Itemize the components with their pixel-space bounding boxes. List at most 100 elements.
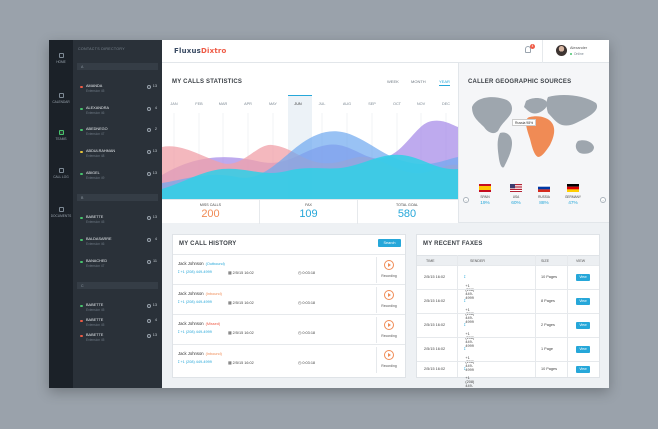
brand-logo[interactable]: FluxusDixtro bbox=[174, 47, 227, 55]
avatar[interactable] bbox=[556, 45, 567, 56]
fax-size: 2 Pages bbox=[541, 323, 555, 327]
contact-extension: Extension 45 bbox=[86, 338, 105, 342]
play-recording-icon[interactable] bbox=[384, 260, 394, 270]
month-tab[interactable]: APR bbox=[244, 102, 252, 106]
month-tab[interactable]: AUG bbox=[342, 102, 352, 106]
country-percent: 19% bbox=[480, 201, 490, 206]
chat-icon[interactable] bbox=[147, 106, 151, 111]
month-tab[interactable]: JUL bbox=[318, 102, 326, 106]
search-button[interactable]: Search bbox=[378, 239, 401, 247]
month-tab[interactable]: JUN bbox=[294, 102, 302, 106]
total-value: 200 bbox=[201, 208, 220, 220]
view-button[interactable]: View bbox=[576, 274, 590, 281]
call-row[interactable]: Jack Johnson (Inbound) ⟟ +1 (208) 449-499… bbox=[173, 284, 405, 314]
spain-flag-icon bbox=[479, 184, 491, 192]
month-tab[interactable]: DEC bbox=[441, 102, 451, 106]
period-tab-year[interactable]: YEAR bbox=[439, 79, 450, 86]
contact-item[interactable]: BABETTE Extension 45 4 bbox=[77, 317, 158, 331]
chat-icon[interactable] bbox=[147, 215, 151, 220]
month-tab[interactable]: MAR bbox=[218, 102, 228, 106]
fax-sender[interactable]: ⟟ +1 (208) 449-4999 bbox=[464, 347, 475, 372]
chat-icon[interactable] bbox=[147, 318, 151, 323]
caller-phone[interactable]: ⟟ +1 (208) 449-4999 bbox=[178, 300, 212, 304]
month-tab[interactable]: SEP bbox=[368, 102, 376, 106]
message-count: 13 bbox=[152, 171, 157, 175]
call-type-tag: (Outbound) bbox=[205, 262, 225, 266]
contact-item[interactable]: ABIGEL Extension 49 13 bbox=[77, 170, 158, 184]
duration-text: 0:03:18 bbox=[302, 361, 316, 365]
recording-label: Recording bbox=[381, 364, 397, 368]
call-row[interactable]: Jack Johnson (Inbound) ⟟ +1 (208) 449-499… bbox=[173, 344, 405, 374]
message-count: 4 bbox=[154, 318, 157, 322]
month-tab[interactable]: MAY bbox=[269, 102, 277, 106]
period-tab-week[interactable]: WEEK bbox=[387, 79, 399, 84]
call-row[interactable]: Jack Johnson (Outbound) ⟟ +1 (208) 449-49… bbox=[173, 254, 405, 284]
contact-item[interactable]: BALDASARRE Extension 46 4 bbox=[77, 236, 158, 250]
caller-phone[interactable]: ⟟ +1 (208) 449-4999 bbox=[178, 330, 212, 334]
month-tab[interactable]: NOV bbox=[416, 102, 426, 106]
contact-item[interactable]: BANACHED Extension 47 11 bbox=[77, 258, 158, 272]
chevron-right-icon[interactable]: › bbox=[600, 197, 606, 203]
play-recording-icon[interactable] bbox=[384, 320, 394, 330]
fax-sender[interactable]: ⟟ +1 (208) 449-4999 bbox=[464, 323, 475, 348]
caller-name: Jack Johnson (Missed) bbox=[178, 321, 220, 326]
map-tooltip: Russia 98% bbox=[512, 119, 537, 126]
chat-icon[interactable] bbox=[147, 149, 151, 154]
chat-icon[interactable] bbox=[147, 237, 151, 242]
caller-name: Jack Johnson (Outbound) bbox=[178, 261, 225, 266]
contact-item[interactable]: BABETTE Extension 45 13 bbox=[77, 302, 158, 316]
call-duration: ◷ 0:03:18 bbox=[298, 301, 316, 305]
contact-item[interactable]: ABDULRAHMAN Extension 48 13 bbox=[77, 148, 158, 162]
message-count: 2 bbox=[154, 127, 157, 131]
nav-item-documents[interactable]: DOCUMENTS bbox=[49, 207, 73, 218]
play-recording-icon[interactable] bbox=[384, 350, 394, 360]
chevron-left-icon[interactable]: ‹ bbox=[463, 197, 469, 203]
period-tab-month[interactable]: MONTH bbox=[411, 79, 426, 84]
contact-item[interactable]: BABETTE Extension 45 13 bbox=[77, 214, 158, 228]
total-goal: TOTAL GOAL 580 bbox=[358, 200, 456, 224]
chat-icon[interactable] bbox=[147, 259, 151, 264]
fax-sender[interactable]: ⟟ +1 (208) 449-4999 bbox=[464, 275, 475, 300]
view-button[interactable]: View bbox=[576, 366, 590, 373]
contact-item[interactable]: BABETTE Extension 45 13 bbox=[77, 332, 158, 346]
nav-item-teams[interactable]: TEAMS bbox=[49, 130, 73, 141]
contact-item[interactable]: ALEXANDRA Extension 46 4 bbox=[77, 105, 158, 119]
fax-row: 2/5/15 16:02 ⟟ +1 (208) 449-4999 8 Pages… bbox=[417, 289, 599, 324]
letter-divider: C bbox=[77, 282, 158, 289]
documents-icon bbox=[58, 207, 64, 212]
month-tab[interactable]: FEB bbox=[195, 102, 203, 106]
contact-extension: Extension 45 bbox=[86, 308, 105, 312]
view-button[interactable]: View bbox=[576, 346, 590, 353]
chat-icon[interactable] bbox=[147, 84, 151, 89]
call-row[interactable]: Jack Johnson (Missed) ⟟ +1 (208) 449-4999… bbox=[173, 314, 405, 344]
country-percent: 60% bbox=[511, 201, 521, 206]
view-button[interactable]: View bbox=[576, 298, 590, 305]
calls-statistics-panel: MY CALLS STATISTICS WEEK MONTH YEAR JAN … bbox=[162, 63, 458, 224]
chat-icon[interactable] bbox=[147, 303, 151, 308]
nav-item-home[interactable]: HOME bbox=[49, 53, 73, 64]
fax-sender[interactable]: ⟟ +1 (208) 449-4999 bbox=[464, 367, 474, 388]
chat-icon[interactable] bbox=[147, 127, 151, 132]
chat-icon[interactable] bbox=[147, 171, 151, 176]
contact-item[interactable]: ABEDNEGO Extension 47 2 bbox=[77, 126, 158, 140]
contact-extension: Extension 45 bbox=[86, 89, 105, 93]
bell-icon[interactable] bbox=[525, 46, 531, 53]
divider bbox=[376, 287, 377, 313]
total-label: FAX bbox=[305, 203, 312, 207]
month-tab[interactable]: OCT bbox=[392, 102, 401, 106]
recording-label: Recording bbox=[381, 304, 397, 308]
view-button[interactable]: View bbox=[576, 322, 590, 329]
fax-time: 2/5/15 16:02 bbox=[424, 275, 446, 279]
fax-size: 1 Page bbox=[541, 347, 554, 351]
nav-item-call-log[interactable]: CALL LOG bbox=[49, 168, 73, 179]
caller-phone[interactable]: ⟟ +1 (208) 449-4999 bbox=[178, 360, 212, 364]
play-recording-icon[interactable] bbox=[384, 290, 394, 300]
contact-item[interactable]: AMANDA Extension 45 13 bbox=[77, 83, 158, 97]
fax-sender[interactable]: ⟟ +1 (208) 449-4999 bbox=[464, 299, 475, 324]
month-tab[interactable]: JAN bbox=[170, 102, 178, 106]
total-label: MISS CALLS bbox=[199, 203, 222, 207]
nav-item-calendar[interactable]: CALENDAR bbox=[49, 93, 73, 104]
chat-icon[interactable] bbox=[147, 333, 151, 338]
caller-phone[interactable]: ⟟ +1 (208) 449-4999 bbox=[178, 270, 212, 274]
world-map bbox=[472, 95, 598, 168]
